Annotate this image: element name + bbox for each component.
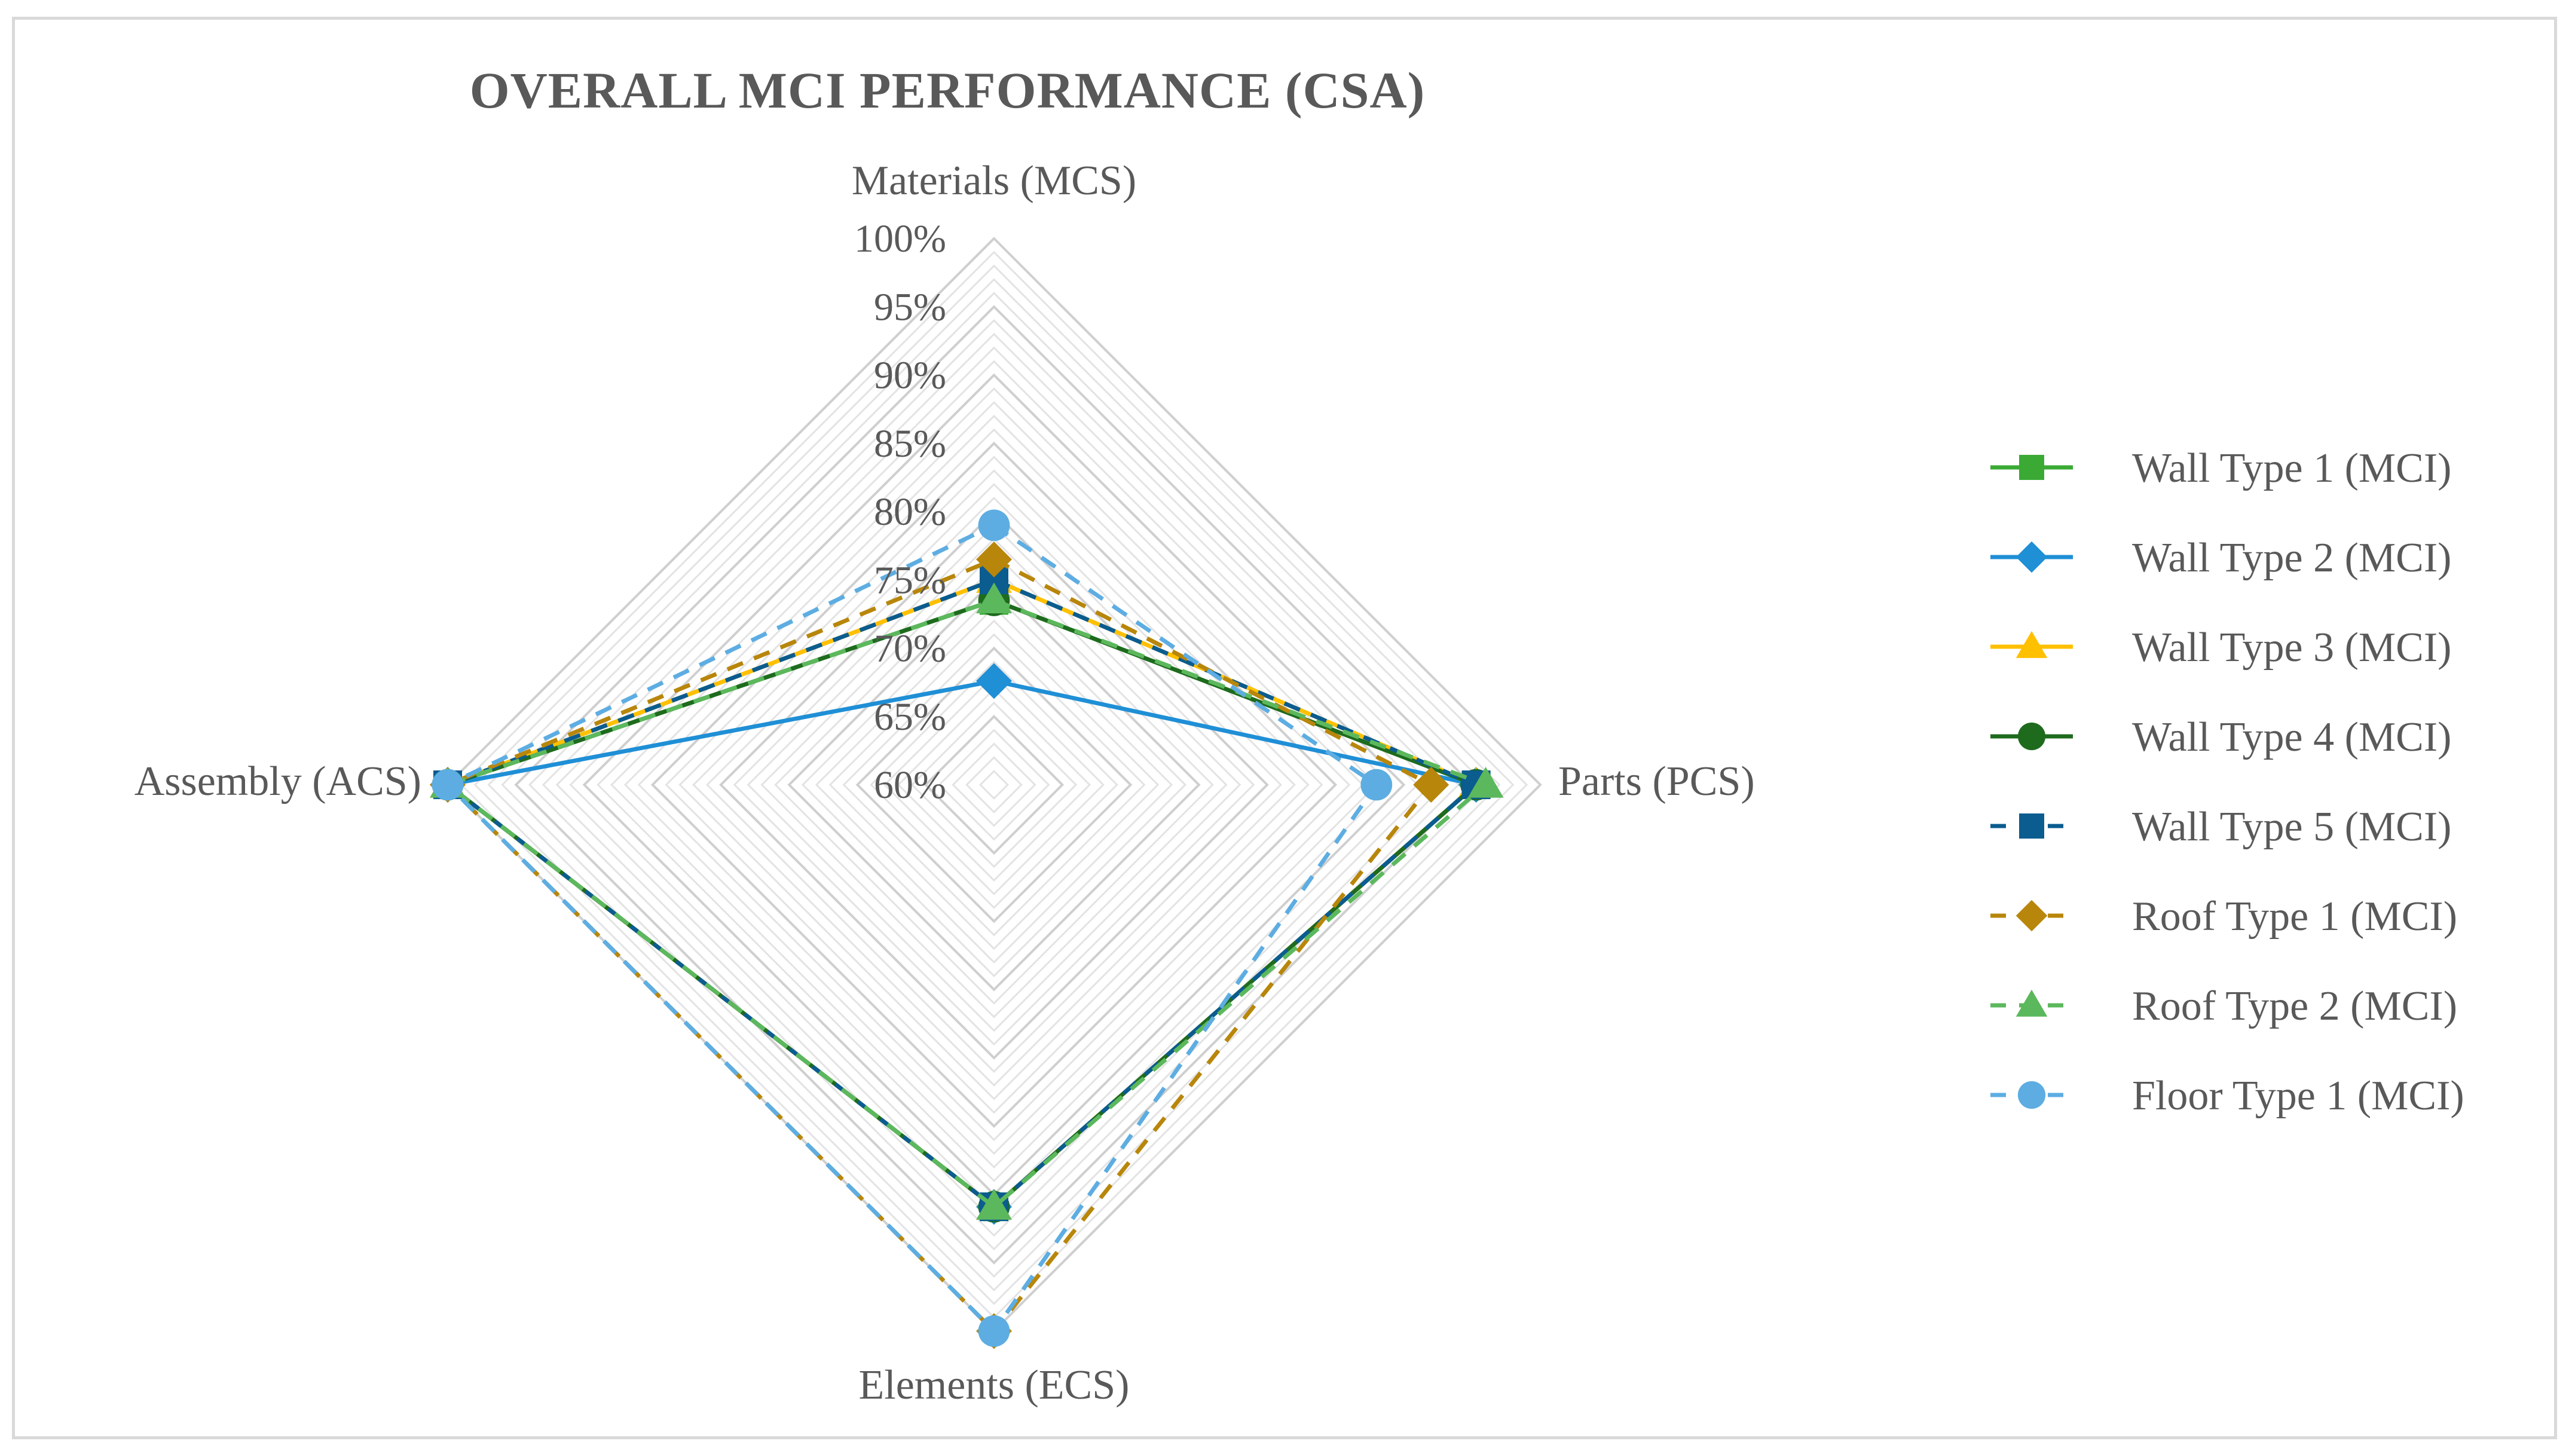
grid-ring [760,551,1228,1018]
tick-label: 80% [874,490,946,534]
grid-ring [747,537,1241,1032]
grid-ring [855,646,1133,923]
data-point [1467,767,1504,798]
grid-ring [774,565,1214,1005]
data-point [976,1189,1012,1220]
axis-label-0: Materials (MCS) [852,158,1136,204]
chart-frame [12,17,2557,1439]
grid-ring [501,292,1487,1278]
data-point [978,509,1010,542]
data-point [1413,767,1449,803]
legend-marker [2016,631,2048,658]
legend-label: Roof Type 2 (MCI) [2132,983,2457,1029]
data-point [976,663,1012,699]
tick-label: 70% [874,627,946,671]
grid-ring [719,510,1269,1060]
tick-label: 65% [874,695,946,739]
legend-item: Wall Type 2 (MCI) [1990,535,2451,581]
grid-ring [637,428,1351,1142]
tick-label: 85% [874,422,946,466]
grid-ring [815,605,1173,964]
grid-ring [610,401,1378,1169]
legend-label: Wall Type 1 (MCI) [2132,445,2451,491]
legend-label: Wall Type 4 (MCI) [2132,714,2451,760]
legend-marker [2016,989,2048,1017]
axis-label-2: Elements (ECS) [859,1362,1130,1408]
tick-labels: 60% 65% 70% 75% 80% 85% 90% 95% 100% [854,217,946,807]
data-point [978,1315,1010,1347]
axis-label-1: Parts (PCS) [1558,758,1755,805]
grid-ring [487,278,1501,1292]
grid-ring [842,633,1146,937]
grid-ring [923,714,1065,855]
legend-marker [2017,722,2046,751]
chart-title: OVERALL MCI PERFORMANCE (CSA) [470,62,1426,119]
grid-ring [828,619,1160,950]
grid-ring [979,770,1009,800]
grid-ring [473,264,1515,1305]
grid-ring [555,346,1433,1223]
grid-ring [787,578,1201,992]
series-line [445,577,1479,1209]
grid-ring [897,687,1091,882]
legend-label: Wall Type 3 (MCI) [2132,625,2451,671]
data-point [976,582,1012,614]
legend-item: Floor Type 1 (MCI) [1990,1073,2464,1119]
legend-label: Roof Type 1 (MCI) [2132,894,2457,940]
legend-item: Wall Type 5 (MCI) [1990,804,2451,850]
series-floor-type-1-mci [432,509,1393,1347]
data-point [432,769,464,801]
series-line [445,598,1488,1209]
tick-label: 60% [874,763,946,807]
grid-ring [952,742,1036,827]
grid-ring [514,305,1474,1265]
legend-label: Floor Type 1 (MCI) [2132,1073,2464,1119]
data-point [976,541,1012,577]
legend-item: Wall Type 1 (MCI) [1990,445,2451,491]
legend-marker [2019,813,2044,839]
legend-item: Roof Type 2 (MCI) [1990,983,2457,1029]
legend-item: Wall Type 3 (MCI) [1990,625,2451,671]
legend-label: Wall Type 5 (MCI) [2132,804,2451,850]
grid-ring [870,660,1118,909]
legend-item: Roof Type 1 (MCI) [1990,894,2457,940]
series-layer [430,509,1504,1349]
grid-ring [883,674,1105,895]
series-wall-type-5-mci [433,565,1491,1222]
tick-label: 95% [874,285,946,329]
axis-labels: Materials (MCS) Parts (PCS) Elements (ECS)… [134,158,1755,1408]
grid-ring [733,524,1255,1046]
tick-label: 100% [854,217,946,261]
legend-marker [2019,455,2044,480]
grid-ring [938,729,1050,841]
grid-ring [692,483,1296,1087]
legend-marker [2016,541,2048,573]
legend-label: Wall Type 2 (MCI) [2132,535,2451,581]
legend-item: Wall Type 4 (MCI) [1990,714,2451,760]
legend-marker [2017,1081,2046,1109]
grid-ring [597,387,1391,1182]
grid-ring [542,332,1446,1237]
grid-ring [706,497,1282,1073]
legend: Wall Type 1 (MCI) Wall Type 2 (MCI) Wall T… [1990,445,2464,1119]
grid-ring [569,360,1419,1210]
grid-ring [965,756,1023,813]
tick-label: 75% [874,558,946,602]
grid-ring [801,592,1187,978]
grid-ring [650,441,1338,1128]
grid-ring [910,701,1078,868]
grid-ring [528,319,1460,1251]
tick-label: 90% [874,354,946,397]
data-point [1360,769,1393,801]
grid-ring [623,414,1365,1155]
axis-label-3: Assembly (ACS) [134,758,421,805]
legend-marker [2016,900,2048,932]
radar-grid [446,237,1542,1333]
